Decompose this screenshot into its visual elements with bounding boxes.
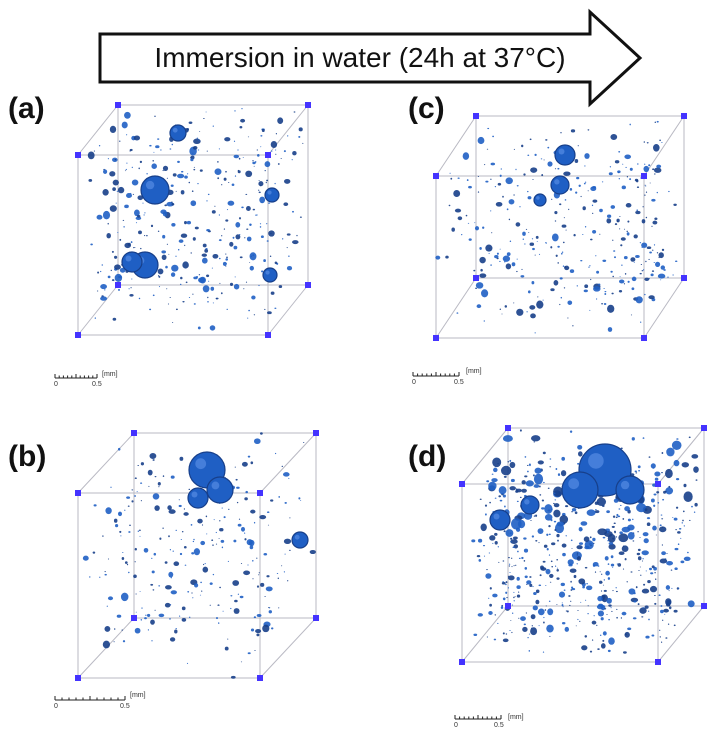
panel-label-b: (b) <box>8 440 47 473</box>
cube-a <box>75 102 311 338</box>
corner-marker <box>75 332 81 338</box>
corner-marker <box>681 113 687 119</box>
scale-end-d: 0.5 <box>494 722 504 729</box>
corner-marker <box>75 490 81 496</box>
corner-marker <box>655 659 661 665</box>
corner-marker <box>75 675 81 681</box>
cube-c <box>433 113 687 341</box>
scale-start-b: 0 <box>54 703 58 710</box>
scale-end-a: 0.5 <box>92 381 102 388</box>
panel-label-d: (d) <box>408 440 447 473</box>
corner-marker <box>459 659 465 665</box>
corner-marker <box>473 275 479 281</box>
corner-marker <box>305 102 311 108</box>
pores-c <box>435 120 678 334</box>
corner-marker <box>473 113 479 119</box>
scale-start-c: 0 <box>412 379 416 386</box>
panel-label-a: (a) <box>8 92 45 125</box>
scale-bar-d <box>454 715 502 720</box>
scale-end-b: 0.5 <box>120 703 130 710</box>
corner-marker <box>641 173 647 179</box>
scale-end-c: 0.5 <box>454 379 464 386</box>
pores-a <box>87 108 304 331</box>
corner-marker <box>305 282 311 288</box>
corner-marker <box>257 675 263 681</box>
corner-marker <box>505 603 511 609</box>
corner-marker <box>265 152 271 158</box>
corner-marker <box>131 430 137 436</box>
scale-bar-b <box>54 696 126 701</box>
scale-bar-c <box>412 372 460 377</box>
pores-b <box>82 432 316 679</box>
scale-unit-d: [mm] <box>508 714 524 721</box>
panel-label-c: (c) <box>408 92 445 125</box>
corner-marker <box>257 490 263 496</box>
corner-marker <box>655 481 661 487</box>
corner-marker <box>505 425 511 431</box>
micro-ct-cubes <box>54 102 707 720</box>
scale-unit-b: [mm] <box>130 692 146 699</box>
corner-marker <box>641 335 647 341</box>
corner-marker <box>681 275 687 281</box>
cube-b <box>75 430 319 681</box>
corner-marker <box>459 481 465 487</box>
corner-marker <box>433 335 439 341</box>
corner-marker <box>701 603 707 609</box>
scale-start-d: 0 <box>454 722 458 729</box>
corner-marker <box>115 102 121 108</box>
arrow-label: Immersion in water (24h at 37°C) <box>154 42 566 73</box>
corner-marker <box>433 173 439 179</box>
corner-marker <box>265 332 271 338</box>
process-arrow <box>98 8 643 108</box>
cube-d <box>459 425 707 665</box>
corner-marker <box>75 152 81 158</box>
corner-marker <box>131 615 137 621</box>
corner-marker <box>313 430 319 436</box>
corner-marker <box>115 282 121 288</box>
scale-bar-a <box>54 374 98 379</box>
scale-start-a: 0 <box>54 381 58 388</box>
corner-marker <box>701 425 707 431</box>
scale-unit-a: [mm] <box>102 371 118 378</box>
corner-marker <box>313 615 319 621</box>
pores-d <box>471 429 699 654</box>
scale-unit-c: [mm] <box>466 368 482 375</box>
